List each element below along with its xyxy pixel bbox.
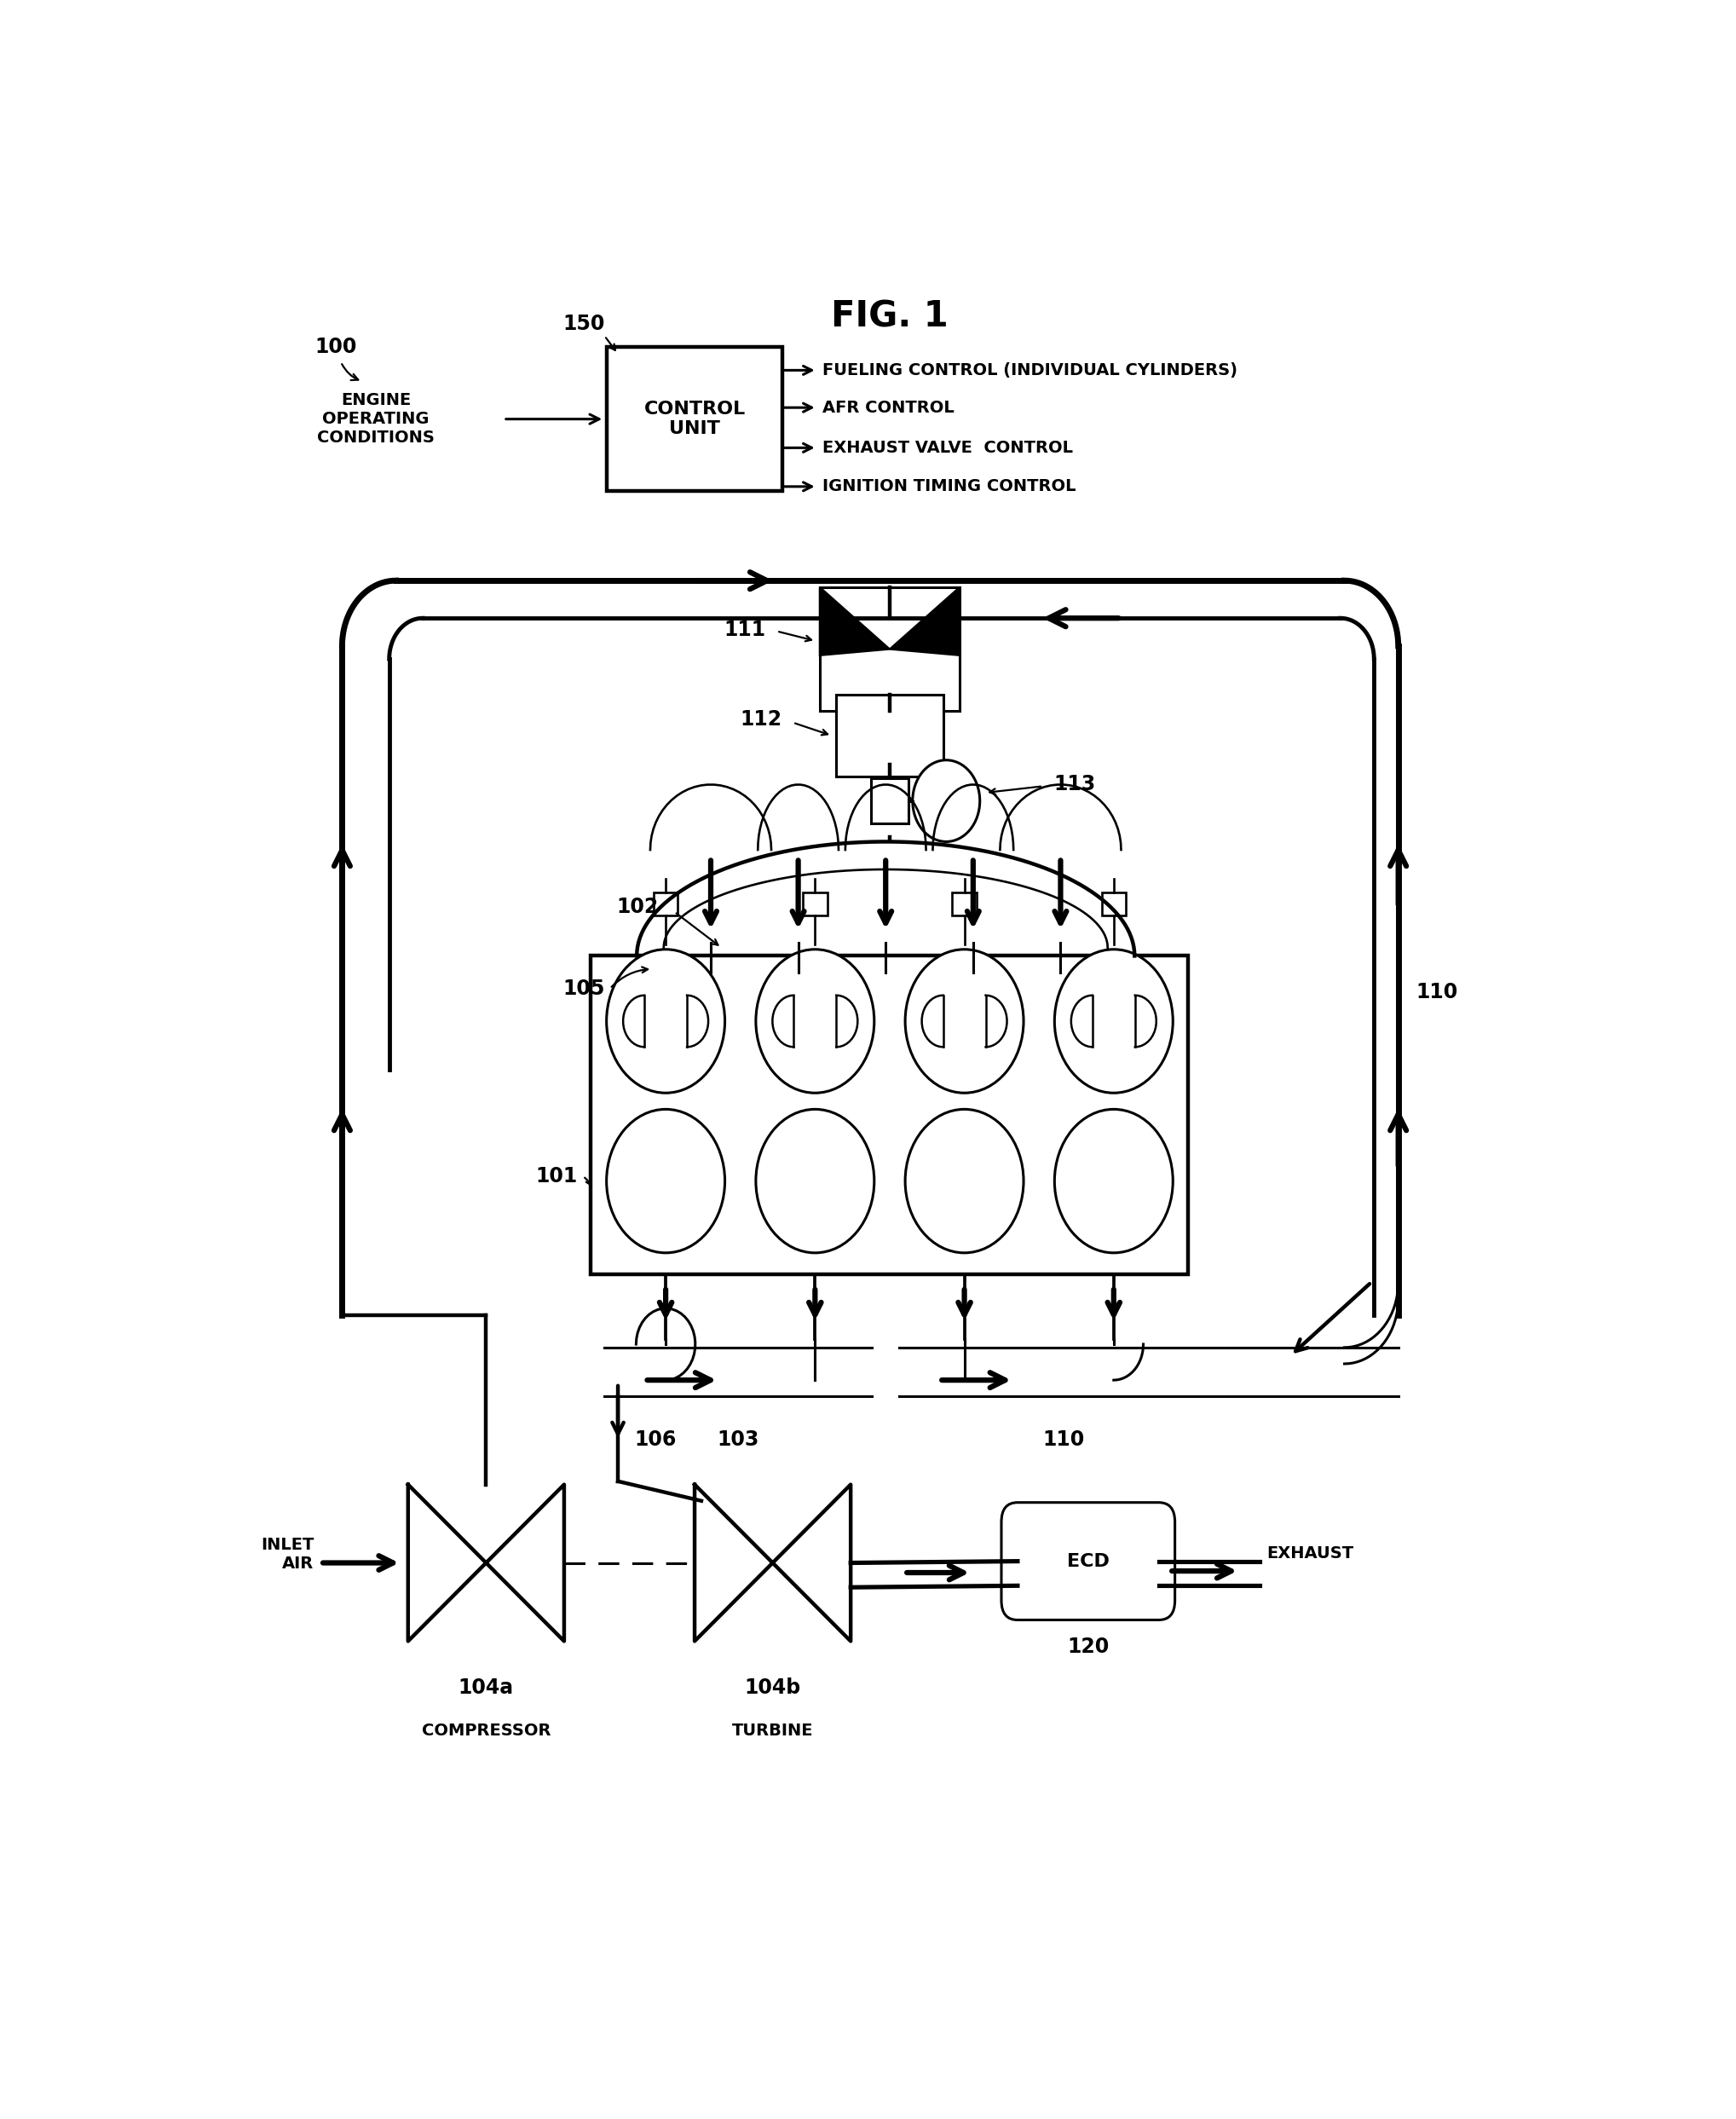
FancyBboxPatch shape — [804, 892, 826, 915]
Circle shape — [904, 949, 1024, 1093]
Text: 106: 106 — [634, 1428, 675, 1449]
Text: CONTROL
UNIT: CONTROL UNIT — [644, 400, 745, 437]
Text: FUELING CONTROL (INDIVIDUAL CYLINDERS): FUELING CONTROL (INDIVIDUAL CYLINDERS) — [823, 362, 1238, 379]
Circle shape — [755, 1108, 875, 1252]
FancyBboxPatch shape — [653, 892, 677, 915]
FancyBboxPatch shape — [819, 587, 960, 712]
Text: 150: 150 — [562, 314, 604, 335]
FancyBboxPatch shape — [871, 778, 908, 824]
Text: 103: 103 — [717, 1428, 759, 1449]
FancyBboxPatch shape — [1102, 892, 1127, 915]
Text: TURBINE: TURBINE — [733, 1723, 814, 1740]
Text: 120: 120 — [1068, 1636, 1109, 1657]
Text: 104b: 104b — [745, 1676, 800, 1697]
Polygon shape — [891, 587, 960, 655]
Circle shape — [1054, 949, 1174, 1093]
Circle shape — [913, 761, 979, 841]
Text: EXHAUST: EXHAUST — [1266, 1545, 1354, 1562]
Text: EXHAUST VALVE  CONTROL: EXHAUST VALVE CONTROL — [823, 441, 1073, 456]
Text: 101: 101 — [536, 1165, 578, 1187]
FancyBboxPatch shape — [953, 892, 976, 915]
Text: ECD: ECD — [1068, 1553, 1109, 1570]
Text: INLET
AIR: INLET AIR — [260, 1536, 314, 1572]
FancyBboxPatch shape — [837, 695, 944, 776]
Circle shape — [755, 949, 875, 1093]
Text: FIG. 1: FIG. 1 — [832, 299, 948, 335]
Polygon shape — [819, 587, 891, 655]
Text: 111: 111 — [724, 619, 766, 640]
Text: ENGINE
OPERATING
CONDITIONS: ENGINE OPERATING CONDITIONS — [318, 392, 434, 445]
Text: COMPRESSOR: COMPRESSOR — [422, 1723, 550, 1740]
Text: 102: 102 — [616, 896, 658, 918]
Text: 105: 105 — [562, 979, 604, 998]
FancyBboxPatch shape — [590, 956, 1189, 1274]
Text: 104a: 104a — [458, 1676, 514, 1697]
FancyBboxPatch shape — [608, 348, 781, 492]
Circle shape — [606, 1108, 726, 1252]
Text: 100: 100 — [316, 337, 358, 358]
Text: 113: 113 — [1054, 773, 1095, 795]
Text: AFR CONTROL: AFR CONTROL — [823, 400, 955, 415]
Circle shape — [1054, 1108, 1174, 1252]
Text: 112: 112 — [740, 710, 781, 729]
Text: IGNITION TIMING CONTROL: IGNITION TIMING CONTROL — [823, 479, 1076, 494]
FancyBboxPatch shape — [1002, 1502, 1175, 1619]
Text: 110: 110 — [1043, 1428, 1085, 1449]
Text: 110: 110 — [1417, 981, 1458, 1002]
Circle shape — [606, 949, 726, 1093]
Circle shape — [904, 1108, 1024, 1252]
